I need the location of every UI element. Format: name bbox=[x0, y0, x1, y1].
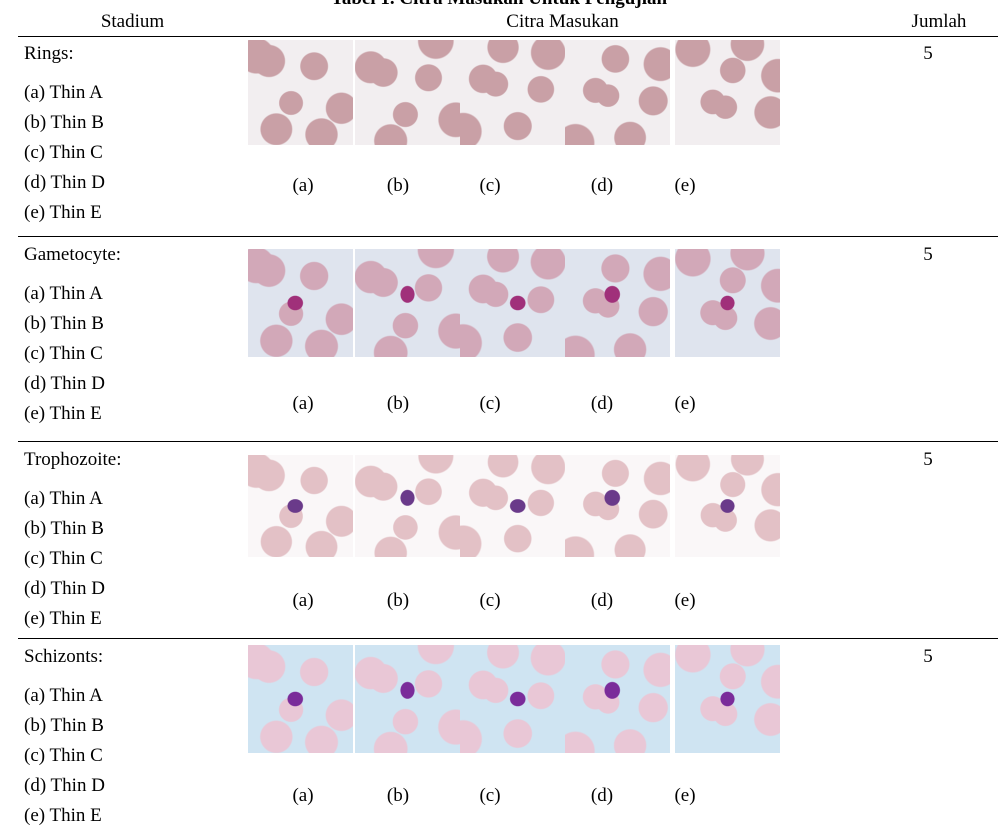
stage-item: (a) Thin A bbox=[24, 82, 103, 104]
stage-item: (e) Thin E bbox=[24, 608, 102, 630]
stage-item: (a) Thin A bbox=[24, 488, 103, 510]
count: 5 bbox=[880, 43, 976, 65]
cell-image bbox=[675, 645, 780, 753]
stage-item: (a) Thin A bbox=[24, 685, 103, 707]
row-rule bbox=[18, 441, 998, 442]
cell-image bbox=[565, 40, 670, 145]
image-label: (d) bbox=[582, 175, 622, 197]
count: 5 bbox=[880, 449, 976, 471]
stage-item: (d) Thin D bbox=[24, 373, 105, 395]
image-label: (b) bbox=[378, 590, 418, 612]
cell-image bbox=[675, 249, 780, 357]
cell-image bbox=[248, 455, 353, 557]
stage-item: (c) Thin C bbox=[24, 548, 103, 570]
image-label: (e) bbox=[665, 175, 705, 197]
page: Tabel 1. Citra Masukan Untuk Pengujian S… bbox=[0, 0, 998, 832]
image-label: (c) bbox=[470, 590, 510, 612]
stage-item: (e) Thin E bbox=[24, 805, 102, 827]
image-label: (c) bbox=[470, 393, 510, 415]
row-rule bbox=[18, 236, 998, 237]
stage-item: (c) Thin C bbox=[24, 745, 103, 767]
stage-item: (d) Thin D bbox=[24, 172, 105, 194]
header-cell: Jumlah bbox=[880, 11, 998, 33]
cell-image bbox=[565, 645, 670, 753]
cell-image bbox=[355, 455, 460, 557]
cell-image bbox=[675, 40, 780, 145]
image-label: (a) bbox=[283, 785, 323, 807]
cell-image bbox=[460, 455, 565, 557]
stage-label: Gametocyte: bbox=[24, 244, 121, 266]
cell-image bbox=[460, 645, 565, 753]
stage-item: (e) Thin E bbox=[24, 403, 102, 425]
header-rule bbox=[18, 36, 998, 37]
stage-item: (d) Thin D bbox=[24, 775, 105, 797]
image-label: (d) bbox=[582, 590, 622, 612]
image-label: (a) bbox=[283, 393, 323, 415]
stage-item: (b) Thin B bbox=[24, 518, 104, 540]
image-label: (b) bbox=[378, 785, 418, 807]
cell-image bbox=[355, 249, 460, 357]
stage-item: (b) Thin B bbox=[24, 313, 104, 335]
image-label: (a) bbox=[283, 175, 323, 197]
image-label: (b) bbox=[378, 175, 418, 197]
cell-image bbox=[460, 249, 565, 357]
image-label: (b) bbox=[378, 393, 418, 415]
image-label: (e) bbox=[665, 785, 705, 807]
count: 5 bbox=[880, 646, 976, 668]
cell-image bbox=[355, 645, 460, 753]
image-label: (e) bbox=[665, 393, 705, 415]
cell-image bbox=[565, 455, 670, 557]
stage-label: Rings: bbox=[24, 43, 74, 65]
stage-item: (a) Thin A bbox=[24, 283, 103, 305]
stage-item: (c) Thin C bbox=[24, 142, 103, 164]
image-label: (d) bbox=[582, 393, 622, 415]
header-cell: Stadium bbox=[20, 11, 245, 33]
stage-item: (b) Thin B bbox=[24, 715, 104, 737]
cell-image bbox=[675, 455, 780, 557]
stage-item: (e) Thin E bbox=[24, 202, 102, 224]
count: 5 bbox=[880, 244, 976, 266]
image-label: (d) bbox=[582, 785, 622, 807]
row-rule bbox=[18, 638, 998, 639]
cell-image bbox=[460, 40, 565, 145]
cell-image bbox=[248, 40, 353, 145]
stage-item: (b) Thin B bbox=[24, 112, 104, 134]
cell-image bbox=[248, 249, 353, 357]
image-label: (e) bbox=[665, 590, 705, 612]
cell-image bbox=[355, 40, 460, 145]
image-label: (a) bbox=[283, 590, 323, 612]
image-label: (c) bbox=[470, 785, 510, 807]
stage-label: Schizonts: bbox=[24, 646, 103, 668]
cell-image bbox=[565, 249, 670, 357]
table-title: Tabel 1. Citra Masukan Untuk Pengujian bbox=[0, 0, 998, 10]
stage-label: Trophozoite: bbox=[24, 449, 121, 471]
header-cell: Citra Masukan bbox=[245, 11, 880, 33]
stage-item: (d) Thin D bbox=[24, 578, 105, 600]
image-label: (c) bbox=[470, 175, 510, 197]
cell-image bbox=[248, 645, 353, 753]
stage-item: (c) Thin C bbox=[24, 343, 103, 365]
